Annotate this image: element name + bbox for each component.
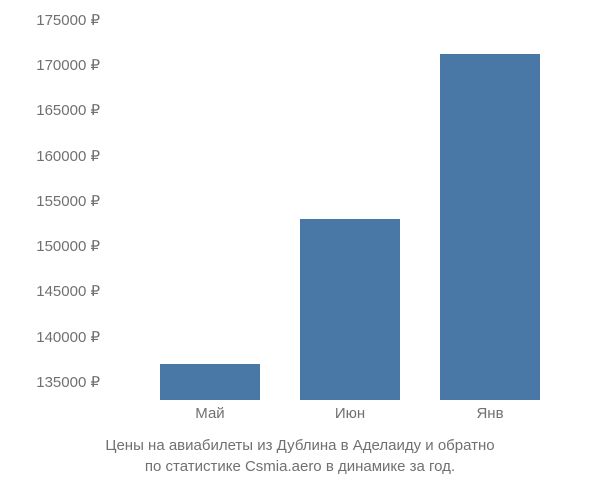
bar (300, 219, 400, 400)
chart-caption: Цены на авиабилеты из Дублина в Аделаиду… (0, 435, 600, 477)
y-tick-label: 175000 ₽ (0, 11, 100, 29)
x-tick-label: Июн (300, 405, 400, 422)
y-tick-label: 140000 ₽ (0, 328, 100, 346)
y-tick-label: 145000 ₽ (0, 282, 100, 300)
y-tick-label: 160000 ₽ (0, 147, 100, 165)
chart-container: 135000 ₽ 140000 ₽ 145000 ₽ 150000 ₽ 155000 ₽… (0, 0, 600, 500)
y-tick-label: 165000 ₽ (0, 101, 100, 119)
x-tick-label: Янв (440, 405, 540, 422)
y-tick-label: 170000 ₽ (0, 56, 100, 74)
y-tick-label: 135000 ₽ (0, 373, 100, 391)
y-tick-label: 150000 ₽ (0, 237, 100, 255)
bar (160, 364, 260, 400)
bar (440, 54, 540, 400)
y-tick-label: 155000 ₽ (0, 192, 100, 210)
caption-line-1: Цены на авиабилеты из Дублина в Аделаиду… (0, 435, 600, 456)
x-tick-label: Май (160, 405, 260, 422)
plot-area (110, 20, 560, 400)
caption-line-2: по статистике Csmia.aero в динамике за г… (0, 456, 600, 477)
